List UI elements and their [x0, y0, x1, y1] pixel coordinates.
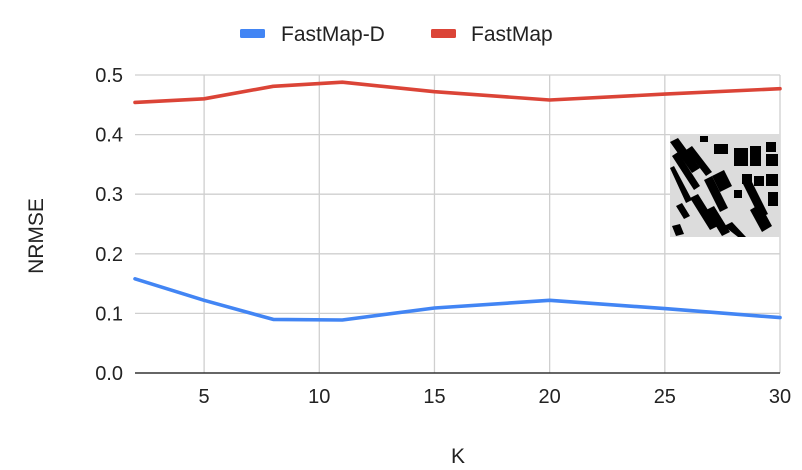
- y-axis-title: NRMSE: [25, 198, 48, 274]
- y-tick-label: 0.5: [95, 65, 123, 87]
- y-tick-label: 0.1: [95, 303, 123, 325]
- x-tick-label: 30: [769, 386, 791, 408]
- gridlines: [135, 74, 781, 374]
- x-tick-label: 10: [308, 386, 330, 408]
- legend-label: FastMap-D: [281, 23, 385, 46]
- y-tick-label: 0.2: [95, 244, 123, 266]
- legend-swatch: [240, 29, 265, 38]
- y-tick-label: 0.3: [95, 184, 123, 206]
- legend-label: FastMap: [471, 23, 553, 46]
- legend-swatch: [431, 29, 456, 38]
- x-tick-label: 5: [199, 386, 210, 408]
- y-tick-label: 0.0: [95, 363, 123, 385]
- inset-map-image: [670, 134, 780, 237]
- x-tick-label: 25: [654, 386, 676, 408]
- x-axis-title: K: [451, 445, 465, 468]
- x-axis-ticks: 5 10 15 20 25 30: [199, 386, 792, 408]
- series-lines: [133, 80, 782, 322]
- y-tick-label: 0.4: [95, 125, 123, 147]
- y-axis-ticks: 0.0 0.1 0.2 0.3 0.4 0.5: [95, 65, 123, 385]
- x-tick-label: 20: [539, 386, 561, 408]
- x-tick-label: 15: [423, 386, 445, 408]
- series-line-fastmap-d: [133, 276, 782, 322]
- series-line-fastmap: [133, 80, 782, 105]
- legend: FastMap-D FastMap: [240, 23, 553, 46]
